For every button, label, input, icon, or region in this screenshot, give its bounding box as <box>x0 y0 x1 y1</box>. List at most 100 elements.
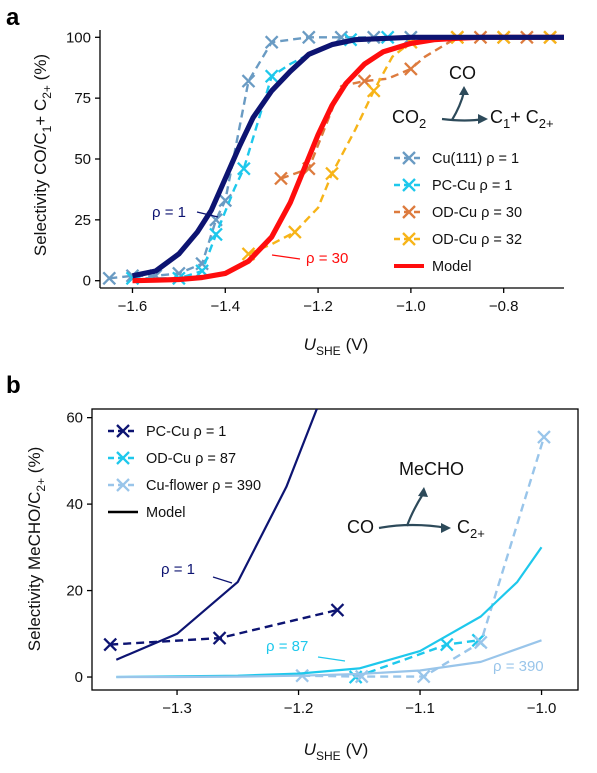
panel-a-ytick-label: 25 <box>74 212 91 229</box>
panel-a-data-point <box>301 30 316 45</box>
panel-b-series-line <box>115 409 318 661</box>
panel-a-ytick-label: 0 <box>83 273 91 290</box>
panel-b-data-point <box>473 635 488 650</box>
panel-a-data-point <box>404 62 418 76</box>
panel-b-legend-item: OD-Cu ρ = 87 <box>108 451 236 467</box>
panel-a-legend-label: Cu(111) ρ = 1 <box>432 151 519 167</box>
panel-a-legend-item: PC-Cu ρ = 1 <box>394 178 512 194</box>
panel-a-annotation-rho30: ρ = 30 <box>306 250 348 267</box>
panel-b-legend-item: Model <box>108 505 186 521</box>
scheme-b-arrow <box>378 523 448 530</box>
panel-a-data-point <box>274 171 288 186</box>
panel-a-series-line <box>132 36 388 280</box>
panel-b-data-point <box>439 637 454 652</box>
panel-a-data-point <box>366 84 381 98</box>
scheme-a-branch-arrow <box>451 91 466 121</box>
panel-b-ytick-label: 20 <box>66 583 83 600</box>
panel-a-letter: a <box>6 4 20 31</box>
panel-a-data-point <box>264 35 279 49</box>
panel-b-xtick-label: −1.2 <box>284 700 314 717</box>
panel-a-legend: Cu(111) ρ = 1 PC-Cu ρ = 1 OD-Cu ρ = 30 OD-C… <box>394 151 522 275</box>
scheme-b-branch-arrow <box>405 493 424 527</box>
panel-b-annotation-rho1: ρ = 1 <box>161 561 195 578</box>
scheme-a-top-product: CO <box>449 63 476 83</box>
panel-b-xtick-label: −1.3 <box>162 700 192 717</box>
panel-a-ytick-label: 50 <box>74 151 91 168</box>
scheme-a-arrow <box>441 117 485 122</box>
scheme-a-arrowhead <box>478 114 488 124</box>
panel-a-legend-label: OD-Cu ρ = 32 <box>432 232 522 248</box>
panel-b-annotation-rho1-pointer <box>212 576 233 584</box>
panel-a-xtick-label: −1.2 <box>303 298 333 315</box>
panel-a-data-point <box>264 69 279 84</box>
panel-b-ylabel: Selectivity MeCHO/C2+ (%) <box>25 447 48 652</box>
panel-a-data-point <box>102 271 117 286</box>
panel-b-ytick-label: 40 <box>66 496 83 513</box>
panel-a-series-model-5 <box>131 34 564 279</box>
panel-a-reaction-scheme: CO2 CO C1+ C2+ <box>392 63 554 131</box>
scheme-a-product: C1+ C2+ <box>490 107 554 131</box>
scheme-b-reactant: CO <box>347 517 374 537</box>
scheme-b-arrowhead <box>441 523 451 533</box>
panel-b-series-model-3 <box>115 409 318 661</box>
panel-a-legend-item: Model <box>394 259 472 275</box>
panel-a-axes: −1.6 −1.4 −1.2 −1.0 −0.8 0 25 50 75 100 <box>66 29 564 315</box>
panel-b-annotation-rho390: ρ = 390 <box>493 658 544 675</box>
panel-a-legend-marker <box>402 232 416 246</box>
panel-b-xlabel: USHE (V) <box>304 740 369 763</box>
panel-b-xtick-label: −1.1 <box>405 700 435 717</box>
panel-b-legend-item: Cu-flower ρ = 390 <box>108 478 261 494</box>
panel-a-legend-item: Cu(111) ρ = 1 <box>394 151 519 167</box>
panel-b-letter: b <box>6 372 21 399</box>
panel-a-ylabel: Selectivity CO/C1+ C2+ (%) <box>31 54 54 256</box>
panel-a-chart: −1.6 −1.4 −1.2 −1.0 −0.8 0 25 50 75 100 Selectivi… <box>31 29 564 358</box>
scheme-a-branch-arrowhead <box>459 86 469 95</box>
panel-b-annotation-rho87-pointer <box>317 656 346 662</box>
scheme-b-top-product: MeCHO <box>399 459 464 479</box>
panel-b-data-point <box>537 430 551 444</box>
panel-a-xtick-label: −1.0 <box>396 298 426 315</box>
panel-a-legend-item: OD-Cu ρ = 30 <box>394 205 522 221</box>
panel-b-legend: PC-Cu ρ = 1 OD-Cu ρ = 87 Cu-flower ρ = 390… <box>108 424 261 521</box>
panel-a-series-line <box>109 36 411 280</box>
panel-b-data-point <box>330 603 345 617</box>
panel-b-legend-marker <box>116 424 130 438</box>
panel-a-legend-marker <box>402 178 416 192</box>
panel-b-axes: −1.3 −1.2 −1.1 −1.0 0 20 40 60 <box>66 408 579 717</box>
panel-a-xtick-label: −0.8 <box>489 298 519 315</box>
panel-b-chart: −1.3 −1.2 −1.1 −1.0 0 20 40 60 Selectivity MeCH… <box>25 408 579 763</box>
scheme-b-product: C2+ <box>457 517 485 541</box>
panel-b-ytick-label: 60 <box>66 410 83 427</box>
panel-a-data-point <box>218 193 233 208</box>
panel-a-data-point <box>325 166 339 181</box>
panel-b-legend-label: Model <box>146 505 186 521</box>
panel-a-ytick-label: 100 <box>66 29 91 46</box>
panel-a-series-od-cu-32 <box>241 30 557 261</box>
panel-b-legend-label: OD-Cu ρ = 87 <box>146 451 236 467</box>
panel-b-legend-marker <box>116 478 130 492</box>
panel-a-data-point <box>209 227 223 242</box>
panel-b-series-model-5 <box>116 639 542 679</box>
panel-b-frame <box>91 408 579 691</box>
panel-a-ytick-label: 75 <box>74 90 91 107</box>
panel-a-legend-label: PC-Cu ρ = 1 <box>432 178 512 194</box>
panel-b-series <box>103 409 551 684</box>
panel-b-legend-marker <box>116 451 130 465</box>
panel-b-data-point <box>416 669 431 684</box>
panel-b-annotation-rho87: ρ = 87 <box>266 638 308 655</box>
panel-b-series-line <box>116 639 542 679</box>
panel-a-xlabel: USHE (V) <box>304 335 369 358</box>
panel-b-xtick-label: −1.0 <box>527 700 557 717</box>
panel-b-data-point <box>103 637 118 652</box>
scheme-b-branch-arrowhead <box>418 487 428 497</box>
panel-a-legend-marker <box>402 205 416 219</box>
panel-b-legend-label: PC-Cu ρ = 1 <box>146 424 226 440</box>
panel-a-legend-item: OD-Cu ρ = 32 <box>394 232 522 248</box>
panel-a-data-point <box>237 161 251 176</box>
panel-a-annotation-rho30-pointer <box>271 254 301 260</box>
panel-a-legend-marker <box>402 151 416 165</box>
panel-a-data-point <box>288 225 302 239</box>
scheme-a-reactant: CO2 <box>392 107 426 131</box>
panel-a-legend-label: Model <box>432 259 472 275</box>
